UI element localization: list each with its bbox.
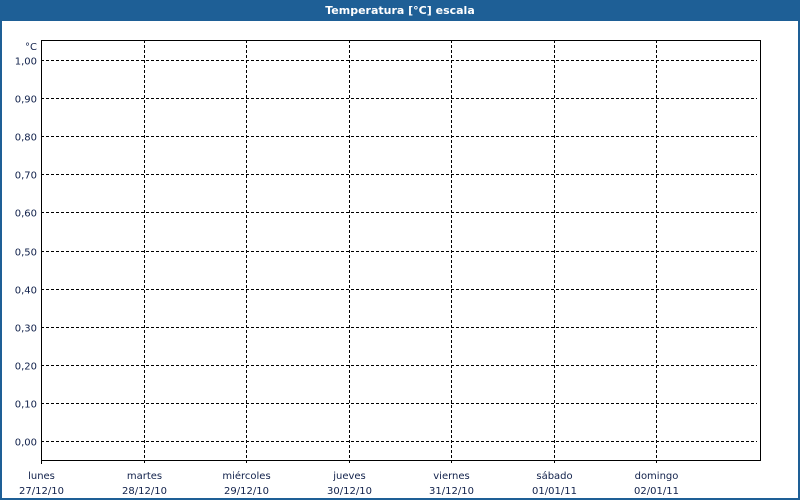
x-tick-day: martes	[127, 471, 162, 482]
x-tick-day: jueves	[332, 471, 366, 482]
y-tick-label: 0,70	[15, 171, 37, 182]
y-tick-label: 0,30	[15, 324, 37, 335]
x-tick-date: 29/12/10	[224, 486, 269, 497]
x-tick-day: viernes	[433, 471, 469, 482]
x-tick-date: 30/12/10	[327, 486, 372, 497]
y-tick-label: 0,60	[15, 209, 37, 220]
y-tick-label: 0,10	[15, 400, 37, 411]
plot-frame	[41, 40, 761, 461]
x-tick-date: 28/12/10	[122, 486, 167, 497]
x-tick-day: lunes	[28, 471, 55, 482]
y-axis-unit: °C	[25, 42, 37, 53]
x-tick-day: sábado	[536, 470, 572, 482]
x-tick-date: 01/01/11	[532, 486, 577, 497]
window-title: Temperatura [°C] escala	[0, 0, 800, 21]
y-tick-label: 0,80	[15, 133, 37, 144]
y-tick-label: 0,90	[15, 95, 37, 106]
x-tick-date: 31/12/10	[429, 486, 474, 497]
y-tick-label: 0,40	[15, 286, 37, 297]
x-tick-day: miércoles	[222, 470, 270, 482]
y-tick-label: 1,00	[15, 57, 37, 68]
x-tick-day: domingo	[635, 471, 679, 482]
y-tick-label: 0,50	[15, 248, 37, 259]
x-tick-date: 02/01/11	[634, 486, 679, 497]
x-tick-date: 27/12/10	[19, 486, 64, 497]
y-tick-label: 0,00	[15, 438, 37, 449]
y-tick-label: 0,20	[15, 362, 37, 373]
